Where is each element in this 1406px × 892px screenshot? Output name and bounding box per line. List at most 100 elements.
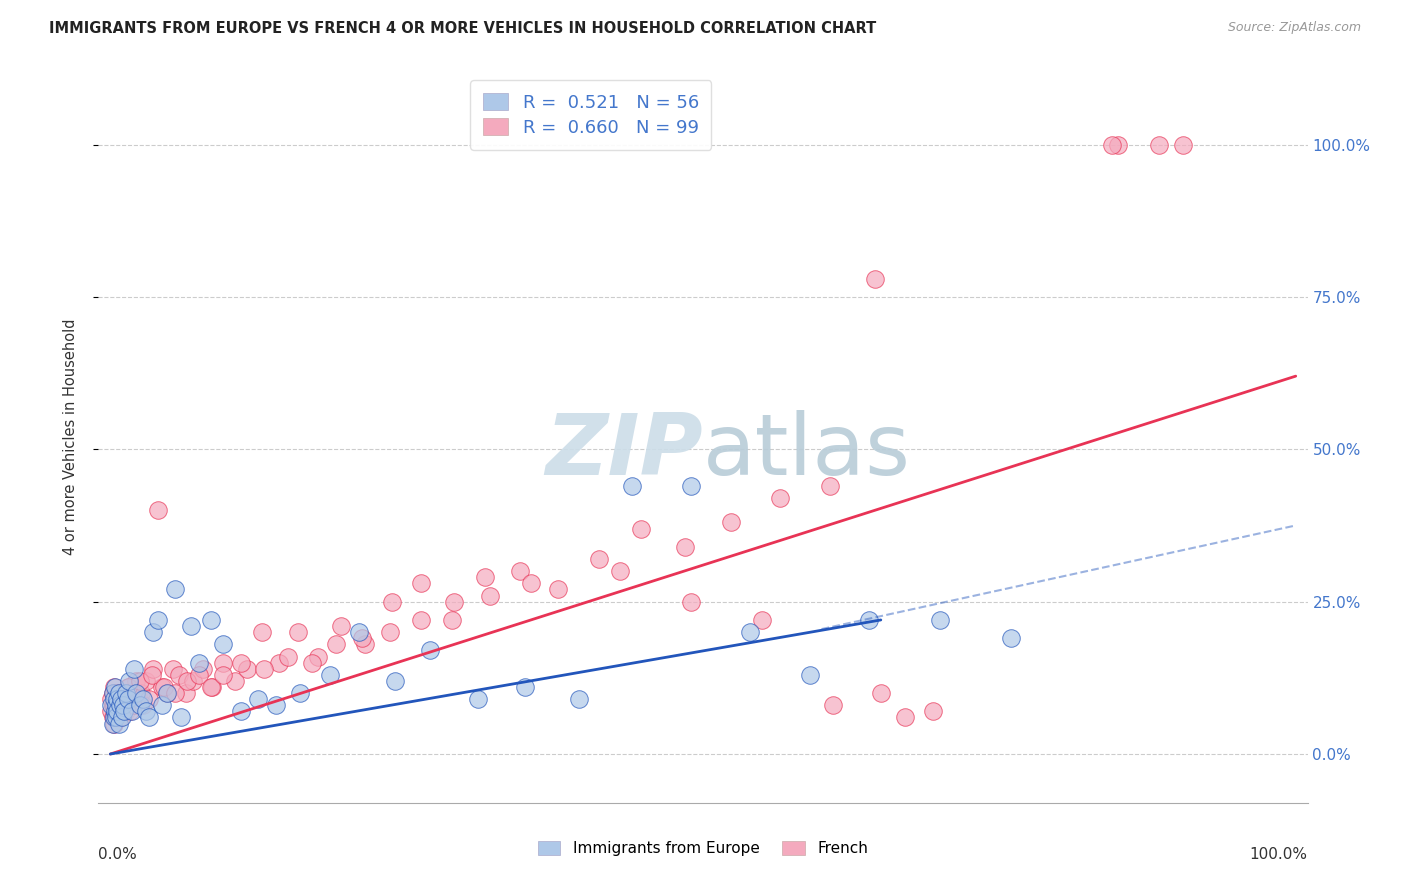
Point [108,692,131,706]
Point [212,656,235,670]
Point [101,686,124,700]
Point [100,698,122,713]
Point [152,698,174,713]
Point [152,680,174,694]
Point [105,692,128,706]
Point [108,705,131,719]
Point [152,680,174,694]
Point [105,698,128,713]
Point [235,662,257,676]
Point [100,692,122,706]
Point [117,698,139,713]
Point [188,656,211,670]
Point [1101,137,1123,152]
Point [250,625,273,640]
Point [146,503,169,517]
Point [174,686,197,700]
Point [673,540,696,554]
Point [1149,137,1171,152]
Point [347,625,370,640]
Point [108,698,131,713]
Point [101,716,124,731]
Point [110,710,132,724]
Point [681,479,703,493]
Point [247,692,270,706]
Point [740,625,762,640]
Point [1171,137,1194,152]
Point [129,673,152,688]
Point [769,491,792,505]
Text: 0.0%: 0.0% [98,847,138,862]
Point [229,656,252,670]
Point [325,637,347,651]
Point [101,710,124,724]
Point [200,680,222,694]
Point [156,686,179,700]
Point [307,649,329,664]
Point [105,698,128,713]
Point [253,662,276,676]
Point [104,710,127,724]
Point [138,710,160,724]
Point [103,710,125,724]
Point [176,673,198,688]
Point [135,673,157,688]
Legend: Immigrants from Europe, French: Immigrants from Europe, French [531,835,875,863]
Point [350,632,373,646]
Point [101,686,124,700]
Point [128,692,150,706]
Point [170,710,193,724]
Point [162,662,184,676]
Point [520,576,543,591]
Point [1000,632,1022,646]
Point [409,613,432,627]
Point [104,692,127,706]
Point [567,692,589,706]
Point [117,680,139,694]
Text: Source: ZipAtlas.com: Source: ZipAtlas.com [1227,21,1361,35]
Point [107,686,129,700]
Point [419,643,441,657]
Point [118,680,141,694]
Point [301,656,323,670]
Point [509,564,531,578]
Point [515,680,537,694]
Point [142,662,165,676]
Point [100,705,122,719]
Point [588,552,610,566]
Point [165,686,187,700]
Point [869,686,891,700]
Point [101,698,124,713]
Point [478,589,501,603]
Point [409,576,432,591]
Point [378,625,401,640]
Point [799,667,821,681]
Point [112,698,135,713]
Point [620,479,643,493]
Point [156,686,179,700]
Point [858,613,880,627]
Point [264,698,287,713]
Point [229,705,252,719]
Point [212,637,235,651]
Point [720,516,742,530]
Point [467,692,489,706]
Point [200,613,222,627]
Point [277,649,299,664]
Point [105,698,128,713]
Point [122,662,145,676]
Point [142,625,165,640]
Point [823,698,845,713]
Point [440,613,463,627]
Point [138,692,160,706]
Point [103,692,125,706]
Point [135,705,157,719]
Y-axis label: 4 or more Vehicles in Household: 4 or more Vehicles in Household [63,318,77,556]
Point [112,698,135,713]
Point [146,613,169,627]
Point [104,705,127,719]
Point [105,705,128,719]
Point [474,570,496,584]
Point [111,710,134,724]
Point [630,521,652,535]
